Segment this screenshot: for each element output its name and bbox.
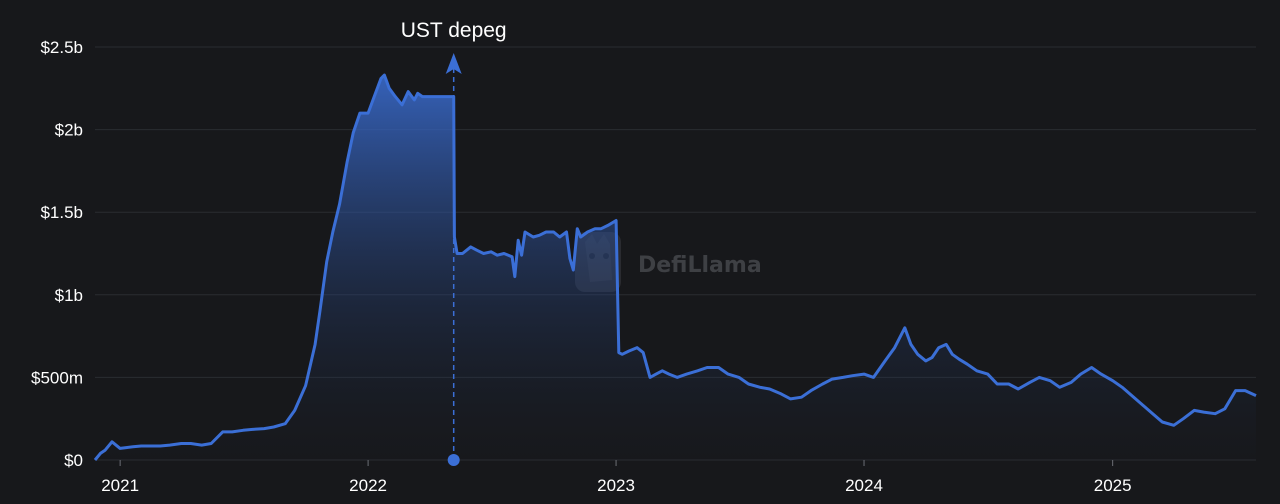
annotation-label: UST depeg bbox=[401, 19, 507, 42]
x-tick-label: 2022 bbox=[349, 476, 387, 495]
watermark-text: DefiLlama bbox=[638, 253, 762, 278]
x-tick-label: 2021 bbox=[101, 476, 139, 495]
y-tick-label: $2b bbox=[55, 121, 83, 140]
x-tick-label: 2025 bbox=[1094, 476, 1132, 495]
y-tick-label: $2.5b bbox=[40, 38, 83, 57]
y-tick-label: $500m bbox=[31, 368, 83, 387]
y-tick-label: $0 bbox=[64, 451, 83, 470]
x-tick-label: 2023 bbox=[597, 476, 635, 495]
annotation-marker[interactable] bbox=[447, 454, 460, 466]
x-tick-label: 2024 bbox=[845, 476, 883, 495]
y-tick-label: $1b bbox=[55, 286, 83, 305]
tvl-line bbox=[93, 73, 1257, 461]
arrow-up-icon bbox=[445, 53, 462, 74]
x-axis: 2021 2022 2023 2024 2025 bbox=[101, 460, 1132, 495]
y-axis: $0 $500m $1b $1.5b $2b $2.5b bbox=[31, 38, 83, 470]
y-tick-label: $1.5b bbox=[40, 203, 83, 222]
depeg-annotation: UST depeg bbox=[401, 19, 507, 466]
